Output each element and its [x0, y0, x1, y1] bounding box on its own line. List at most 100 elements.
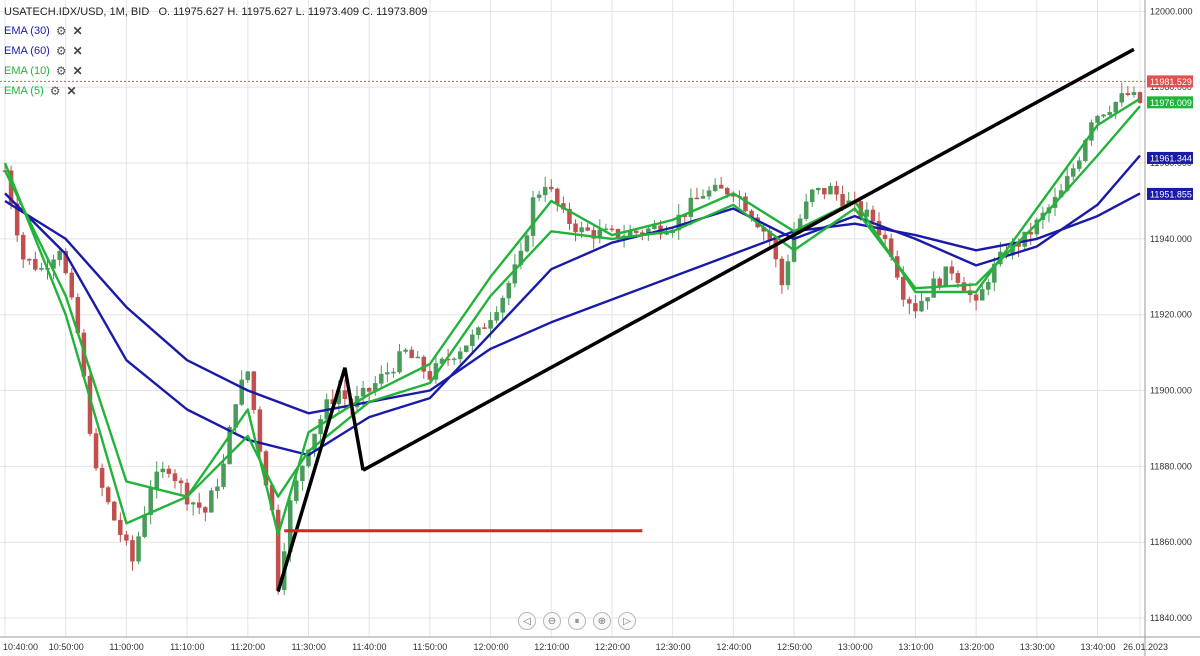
candle [700, 189, 706, 200]
candle [172, 469, 178, 489]
gear-icon[interactable]: ⚙ [49, 83, 61, 98]
candle [907, 296, 912, 315]
candle-body [633, 230, 639, 233]
chart-header: USATECH.IDX/USD, 1M, BID O. 11975.627 H.… [4, 6, 427, 18]
candle [834, 181, 839, 201]
ema-line [3, 97, 1141, 536]
candle [712, 178, 718, 193]
candle [130, 535, 135, 571]
candle-body [979, 289, 985, 301]
y-tick-label: 11860.000 [1150, 537, 1192, 547]
candle-body [919, 300, 924, 312]
ema-line [4, 192, 1141, 415]
price-tag: 11976.009 [1147, 96, 1193, 109]
candle-body [275, 509, 281, 591]
candle [986, 278, 991, 296]
candle-body [251, 371, 257, 410]
price-tag-box [1147, 151, 1193, 164]
candle-body [33, 258, 38, 270]
candles [2, 82, 1143, 595]
candle [397, 344, 402, 374]
x-tick-label: 13:40:00 [1081, 642, 1116, 652]
candle [1095, 114, 1100, 131]
candle-body [828, 185, 833, 195]
candle [1125, 86, 1131, 97]
reset-icon[interactable]: ⏸ [568, 612, 586, 630]
candle-body [1095, 115, 1100, 123]
close-icon[interactable]: ✕ [72, 43, 83, 58]
candle [822, 187, 827, 200]
candle-body [27, 258, 32, 261]
x-tick-label: 13:20:00 [959, 642, 994, 652]
candle-body [1070, 168, 1076, 177]
candle-body [105, 487, 111, 503]
close-icon[interactable]: ✕ [72, 23, 83, 38]
candle [1101, 114, 1106, 119]
candle-body [816, 187, 821, 191]
trendline-drawing [362, 47, 1135, 472]
candle [57, 246, 62, 267]
candle [773, 235, 779, 268]
indicator-ema-60: EMA (60) ⚙ ✕ [4, 43, 83, 58]
candle-body [955, 273, 961, 283]
x-tick-label: 11:30:00 [291, 642, 325, 652]
candle [427, 362, 433, 383]
zoom-in-icon[interactable]: ⊕ [593, 612, 611, 630]
candle [154, 461, 159, 499]
candle-body [385, 372, 390, 375]
candle-body [366, 387, 372, 392]
candle-body [1113, 101, 1118, 113]
candle-body [403, 349, 408, 352]
candle [536, 190, 542, 202]
candle [919, 291, 924, 313]
ema-line [3, 105, 1141, 498]
candle-body [864, 209, 870, 217]
candle [385, 362, 390, 383]
close-icon[interactable]: ✕ [66, 83, 77, 98]
candle-body [99, 467, 105, 488]
candle-body [524, 235, 530, 252]
gear-icon[interactable]: ⚙ [55, 63, 67, 78]
candle [354, 385, 360, 414]
scroll-left-icon[interactable]: ◁ [518, 612, 536, 630]
candle-body [93, 433, 99, 469]
candle-body [706, 190, 712, 197]
candle [294, 473, 299, 504]
indicator-label: EMA (30) [4, 25, 50, 37]
y-tick-label: 11840.000 [1150, 613, 1192, 623]
candle [470, 329, 475, 353]
candle-body [1107, 112, 1112, 116]
gear-icon[interactable]: ⚙ [55, 23, 67, 38]
candle [124, 530, 129, 546]
scroll-right-icon[interactable]: ▷ [618, 612, 636, 630]
candle-body [913, 303, 918, 312]
candle [1113, 101, 1118, 120]
candle [882, 231, 888, 246]
candle-body [227, 426, 232, 465]
candle [69, 267, 75, 300]
candle [112, 500, 117, 521]
candle [360, 380, 366, 406]
x-tick-label: 10:40:00 [3, 642, 38, 652]
candle-body [688, 197, 694, 217]
candle [542, 176, 548, 202]
candle-body [397, 351, 402, 373]
gear-icon[interactable]: ⚙ [55, 43, 67, 58]
candle-body [482, 327, 487, 329]
candle-body [536, 194, 542, 198]
price-tag-label: 11961.344 [1150, 153, 1192, 163]
candle [937, 276, 942, 290]
zoom-out-icon[interactable]: ⊖ [543, 612, 561, 630]
candle-body [166, 468, 172, 474]
candle [549, 179, 554, 193]
candle-body [476, 327, 481, 335]
candle-body [925, 297, 930, 302]
candle [379, 365, 384, 390]
close-icon[interactable]: ✕ [72, 63, 83, 78]
candle [20, 231, 26, 269]
candle-body [500, 297, 505, 313]
candle-body [773, 239, 779, 260]
candle [482, 323, 487, 329]
candle-body [725, 188, 730, 195]
